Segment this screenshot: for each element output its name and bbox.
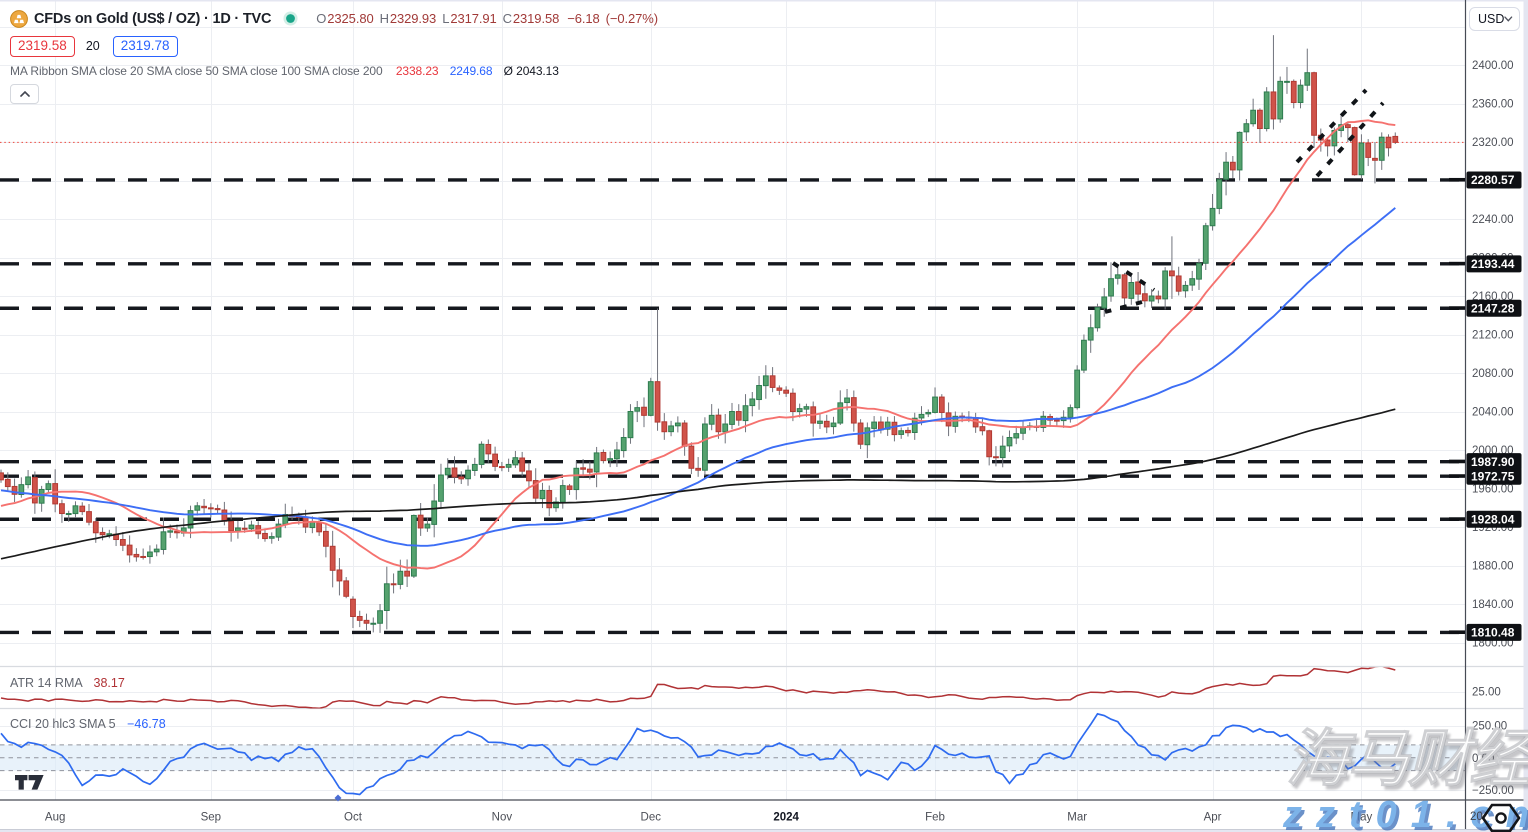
cci-band-lines (0, 744, 1466, 772)
low-label: L (442, 11, 450, 26)
chevron-up-icon (19, 91, 30, 97)
svg-text:1928.04: 1928.04 (1471, 512, 1515, 526)
ma-ribbon-sma50-value: 2249.68 (449, 64, 493, 78)
svg-text:2320.00: 2320.00 (1472, 137, 1514, 149)
grid-lines (0, 1, 1466, 800)
atr-line[interactable] (0, 667, 1396, 709)
ma-ribbon-legend[interactable]: MA Ribbon SMA close 20 SMA close 50 SMA … (10, 64, 658, 78)
chart-legend: CFDs on Gold (US$ / OZ) · 1D · TVC O 2325… (10, 8, 658, 104)
change-value: −6.18 (567, 11, 600, 26)
svg-text:Dec: Dec (641, 812, 662, 824)
cci-line[interactable] (0, 712, 1396, 796)
atr-label: ATR 14 RMA (10, 676, 83, 690)
watermark-hexagon-icon (1481, 803, 1521, 832)
svg-text:2280.57: 2280.57 (1471, 173, 1515, 187)
svg-text:Aug: Aug (45, 812, 65, 824)
svg-text:−250.00: −250.00 (1472, 785, 1514, 797)
svg-text:1972.75: 1972.75 (1471, 469, 1515, 483)
ma-ribbon-sma20-value: 2338.23 (395, 64, 439, 78)
atr-pane-legend[interactable]: ATR 14 RMA 38.17 (10, 676, 125, 690)
high-label: H (379, 11, 389, 26)
tradingview-logo[interactable] (15, 775, 44, 790)
gold-coin-icon (10, 9, 28, 28)
currency-dropdown[interactable]: USD (1469, 7, 1520, 31)
open-label: O (316, 11, 327, 26)
bid-price-box[interactable]: 2319.58 (10, 35, 75, 57)
svg-text:2360.00: 2360.00 (1472, 99, 1514, 111)
svg-text:1880.00: 1880.00 (1472, 561, 1514, 573)
ask-price-box[interactable]: 2319.78 (112, 35, 178, 57)
svg-text:May: May (1351, 812, 1373, 824)
cci-pane-legend[interactable]: CCI 20 hlc3 SMA 5 −46.78 (10, 717, 166, 731)
trendline-drawings[interactable] (1104, 88, 1385, 314)
collapse-indicators-button[interactable] (10, 84, 39, 104)
axis-corner-label: 20 (1470, 811, 1483, 823)
svg-text:2240.00: 2240.00 (1472, 214, 1514, 226)
ohlc-values: O 2325.80 H 2329.93 L 2317.91 C 2319.58 −6.1… (311, 11, 658, 26)
svg-text:25.00: 25.00 (1472, 687, 1501, 699)
svg-text:2400.00: 2400.00 (1472, 60, 1514, 72)
overlay-sma-200[interactable] (0, 408, 1396, 560)
svg-text:2193.44: 2193.44 (1471, 257, 1515, 271)
ma-ribbon-label: MA Ribbon SMA close 20 SMA close 50 SMA … (10, 64, 383, 78)
svg-text:2080.00: 2080.00 (1472, 368, 1514, 380)
svg-text:2147.28: 2147.28 (1471, 301, 1515, 315)
symbol-title[interactable]: CFDs on Gold (US$ / OZ) · 1D · TVC (34, 10, 272, 27)
svg-text:2120.00: 2120.00 (1472, 330, 1514, 342)
ma-ribbon-avg-value: Ø 2043.13 (503, 64, 559, 78)
atr-value: 38.17 (93, 676, 125, 690)
svg-text:Nov: Nov (492, 812, 513, 824)
svg-text:250.00: 250.00 (1472, 721, 1507, 733)
close-value: 2319.58 (512, 11, 560, 26)
timeline-marker-icon (334, 794, 342, 802)
close-label: C (502, 11, 512, 26)
cci-value: −46.78 (127, 717, 166, 731)
overlay-sma-50[interactable] (0, 207, 1396, 547)
svg-text:Oct: Oct (344, 812, 363, 824)
svg-text:0.00: 0.00 (1472, 753, 1494, 765)
watermark-cjk-text: 海马财经 (1285, 725, 1528, 794)
svg-text:2024: 2024 (773, 812, 799, 824)
time-axis-labels[interactable]: Aug Sep Oct Nov Dec 2024 Feb Mar Apr May (45, 812, 1373, 824)
market-status-icon[interactable] (283, 11, 298, 26)
spread-value: 20 (85, 39, 100, 53)
cci-label: CCI 20 hlc3 SMA 5 (10, 717, 116, 731)
svg-text:Sep: Sep (201, 812, 221, 824)
svg-text:Feb: Feb (925, 812, 945, 824)
overlay-sma-20[interactable] (0, 119, 1396, 570)
svg-text:1987.90: 1987.90 (1471, 455, 1515, 469)
currency-value: USD (1478, 12, 1505, 26)
svg-text:1840.00: 1840.00 (1472, 599, 1514, 611)
svg-text:Mar: Mar (1067, 812, 1087, 824)
open-value: 2325.80 (327, 11, 374, 26)
change-percent: (−0.27%) (605, 11, 658, 26)
svg-text:2040.00: 2040.00 (1472, 407, 1514, 419)
svg-text:Apr: Apr (1204, 812, 1222, 824)
low-value: 2317.91 (450, 11, 497, 26)
chevron-down-icon (1504, 16, 1513, 22)
svg-text:1960.00: 1960.00 (1472, 484, 1514, 496)
high-value: 2329.93 (389, 11, 437, 26)
svg-text:1810.48: 1810.48 (1471, 626, 1515, 640)
